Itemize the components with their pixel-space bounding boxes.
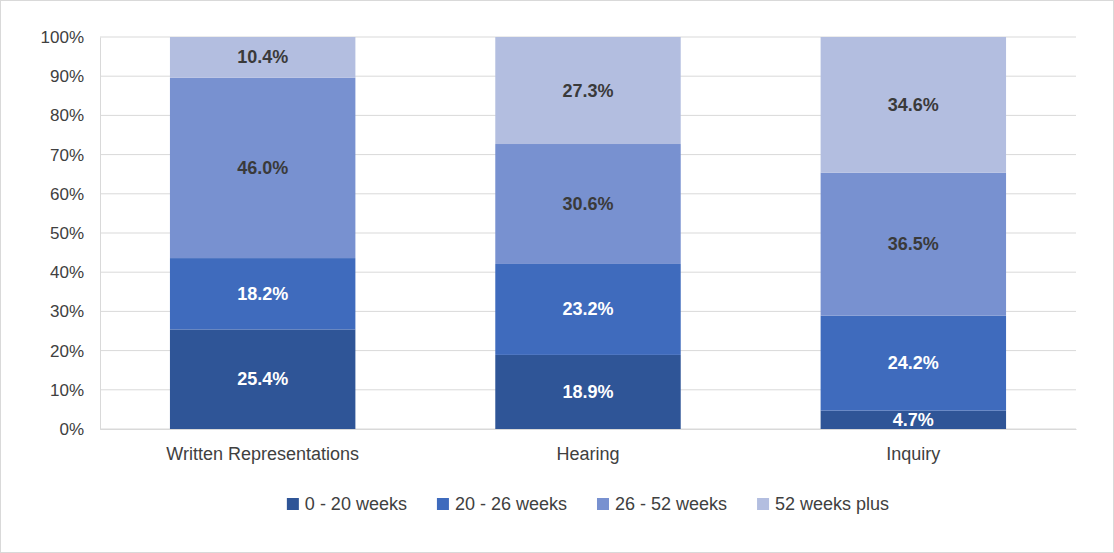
bar: [495, 355, 680, 429]
data-labels: 25.4% 18.9% 4.7% 18.2% 23.2% 24.2% 46.0% 30.6% 3…: [237, 47, 939, 429]
legend-swatch: [757, 498, 769, 510]
legend-label: 20 - 26 weeks: [455, 494, 567, 514]
legend-item: 26 - 52 weeks: [597, 494, 727, 514]
x-tick-label: Written Representations: [166, 444, 359, 464]
y-tick: 0%: [59, 420, 100, 439]
x-tick: Hearing: [556, 429, 619, 464]
legend-item: 20 - 26 weeks: [437, 494, 567, 514]
legend-swatch: [437, 498, 449, 510]
legend-label: 26 - 52 weeks: [615, 494, 727, 514]
data-label: 36.5%: [888, 234, 939, 254]
bar: [495, 264, 680, 355]
x-axis: Written Representations Hearing Inquiry: [101, 429, 1077, 464]
grid: [100, 37, 1076, 429]
y-tick: 80%: [50, 106, 100, 125]
bar: [170, 37, 355, 78]
legend-label: 0 - 20 weeks: [305, 494, 407, 514]
data-label: 18.9%: [562, 382, 613, 402]
bar: [821, 316, 1006, 411]
legend-item: 52 weeks plus: [757, 494, 889, 514]
bar: [821, 411, 1006, 429]
data-label: 4.7%: [893, 410, 934, 430]
bar: [170, 258, 355, 329]
y-tick: 60%: [50, 185, 100, 204]
bar: [821, 173, 1006, 316]
legend-item: 0 - 20 weeks: [287, 494, 407, 514]
data-label: 34.6%: [888, 95, 939, 115]
data-label: 24.2%: [888, 353, 939, 373]
y-tick-label: 90%: [50, 67, 84, 86]
x-tick-label: Hearing: [556, 444, 619, 464]
y-tick-label: 70%: [50, 146, 84, 165]
y-tick-label: 40%: [50, 263, 84, 282]
y-tick: 20%: [50, 342, 100, 361]
bars: [170, 37, 1006, 429]
y-tick-label: 60%: [50, 185, 84, 204]
y-tick: 40%: [50, 263, 100, 282]
y-tick: 90%: [50, 67, 100, 86]
plot: 0% 10% 20% 30% 40% 50% 60% 70% 80% 90% 100% Written…: [41, 28, 1077, 464]
y-axis-line: [100, 38, 101, 430]
bar: [495, 37, 680, 144]
legend-label: 52 weeks plus: [775, 494, 889, 514]
data-label: 23.2%: [562, 299, 613, 319]
x-tick-label: Inquiry: [886, 444, 940, 464]
data-label: 18.2%: [237, 284, 288, 304]
bar: [170, 78, 355, 258]
bar: [495, 144, 680, 264]
y-tick: 50%: [50, 224, 100, 243]
y-tick: 10%: [50, 381, 100, 400]
series: [170, 37, 1006, 173]
x-tick: Written Representations: [166, 429, 359, 464]
data-label: 10.4%: [237, 47, 288, 67]
legend-swatch: [597, 498, 609, 510]
data-label: 30.6%: [562, 194, 613, 214]
y-tick-label: 50%: [50, 224, 84, 243]
chart-frame: [1, 1, 1114, 553]
x-tick: Inquiry: [886, 429, 940, 464]
y-tick-label: 30%: [50, 302, 84, 321]
bar: [170, 329, 355, 429]
bar: [821, 37, 1006, 173]
chart: 0% 10% 20% 30% 40% 50% 60% 70% 80% 90% 100% Written…: [0, 0, 1114, 553]
data-label: 46.0%: [237, 158, 288, 178]
y-axis: 0% 10% 20% 30% 40% 50% 60% 70% 80% 90% 100%: [41, 28, 101, 439]
y-tick-label: 10%: [50, 381, 84, 400]
data-label: 25.4%: [237, 369, 288, 389]
data-label: 27.3%: [562, 81, 613, 101]
y-tick: 30%: [50, 302, 100, 321]
y-tick-label: 80%: [50, 106, 84, 125]
y-tick-label: 20%: [50, 342, 84, 361]
legend: 0 - 20 weeks 20 - 26 weeks 26 - 52 weeks 52…: [287, 494, 889, 514]
y-tick: 70%: [50, 146, 100, 165]
y-tick-label: 100%: [41, 28, 84, 47]
y-tick: 100%: [41, 28, 100, 47]
y-tick-label: 0%: [59, 420, 84, 439]
legend-swatch: [287, 498, 299, 510]
